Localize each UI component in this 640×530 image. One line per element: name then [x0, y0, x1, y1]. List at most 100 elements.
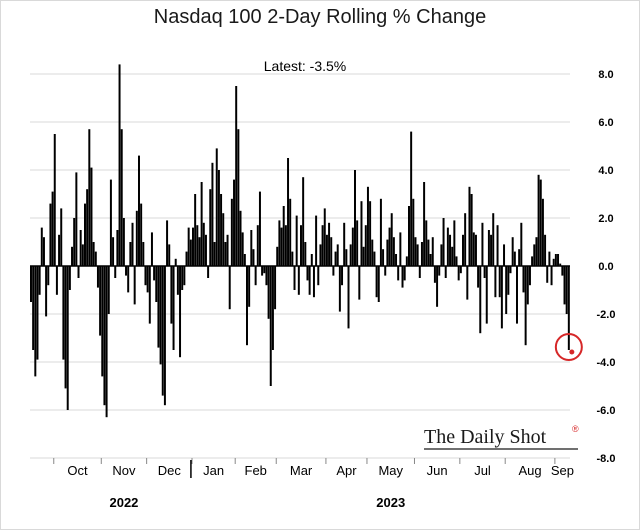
- bar: [75, 172, 78, 266]
- bar: [66, 266, 69, 410]
- bar: [427, 239, 430, 266]
- brand-registered-mark: ®: [572, 424, 579, 434]
- bar: [90, 167, 93, 266]
- bar: [503, 244, 506, 266]
- brand-text: The Daily Shot: [424, 426, 547, 448]
- bar: [77, 266, 80, 278]
- bar: [297, 266, 300, 295]
- bar: [328, 222, 331, 266]
- bar: [444, 266, 447, 278]
- bar: [369, 201, 372, 266]
- bar: [312, 266, 315, 298]
- bar: [496, 225, 499, 266]
- bar: [310, 254, 313, 266]
- bar: [449, 234, 452, 266]
- bar: [548, 251, 551, 266]
- bar: [351, 227, 354, 266]
- x-tick-label: Oct: [67, 463, 88, 478]
- x-tick-label: Feb: [245, 463, 267, 478]
- bar: [189, 239, 192, 266]
- bar: [86, 189, 89, 266]
- bar: [451, 246, 454, 266]
- bar: [62, 266, 65, 360]
- bar: [248, 266, 251, 307]
- bar: [192, 227, 194, 266]
- bar: [336, 244, 339, 266]
- bar: [267, 266, 270, 319]
- bar: [217, 170, 220, 266]
- y-tick-label: 0.0: [598, 261, 613, 273]
- bar: [414, 237, 417, 266]
- bar: [246, 266, 248, 346]
- bar: [265, 266, 268, 286]
- bar: [71, 246, 74, 266]
- bar: [425, 220, 428, 266]
- bar: [334, 251, 337, 266]
- bar: [325, 234, 328, 266]
- bar: [278, 220, 281, 266]
- bar: [457, 266, 460, 281]
- bar: [163, 266, 166, 406]
- bar: [64, 266, 67, 389]
- bar: [371, 239, 374, 266]
- bar: [135, 210, 138, 266]
- bar: [99, 266, 102, 336]
- bar: [401, 266, 404, 288]
- bar: [533, 244, 536, 266]
- bar: [179, 266, 182, 358]
- bar: [166, 220, 169, 266]
- bar: [479, 266, 482, 334]
- bar: [36, 266, 39, 360]
- bar: [287, 158, 290, 266]
- bar: [94, 251, 97, 266]
- latest-highlight-dot: [569, 349, 575, 355]
- bar: [32, 266, 35, 350]
- bar: [373, 251, 376, 266]
- bar: [120, 129, 123, 266]
- bar: [481, 222, 484, 266]
- year-label: 2023: [376, 495, 405, 510]
- bar: [222, 213, 225, 266]
- bar: [379, 198, 382, 266]
- bar: [155, 266, 158, 302]
- bar: [81, 244, 84, 266]
- x-tick-label: Apr: [336, 463, 357, 478]
- bar: [79, 230, 82, 266]
- bar: [410, 131, 413, 266]
- bar: [129, 242, 132, 266]
- bar: [289, 198, 292, 266]
- bar: [382, 249, 385, 266]
- bar: [140, 203, 143, 266]
- y-tick-label: 2.0: [598, 213, 613, 225]
- x-tick-label: Dec: [158, 463, 182, 478]
- bar: [254, 266, 257, 286]
- bar: [446, 227, 449, 266]
- bar: [168, 244, 171, 266]
- bar: [546, 266, 549, 283]
- bar: [567, 266, 570, 350]
- bar: [483, 266, 486, 278]
- y-tick-label: 4.0: [598, 165, 613, 177]
- bar: [150, 232, 153, 266]
- bar: [552, 258, 555, 266]
- bar: [68, 266, 71, 290]
- bar: [172, 266, 175, 350]
- bar: [531, 256, 534, 266]
- bar: [477, 266, 480, 288]
- y-tick-label: -8.0: [597, 453, 616, 465]
- bar: [181, 266, 184, 290]
- bar: [395, 254, 398, 266]
- bar: [455, 256, 458, 266]
- bar: [442, 218, 445, 266]
- bar: [386, 239, 389, 266]
- bar: [466, 266, 469, 300]
- bar: [226, 234, 229, 266]
- bar: [338, 266, 341, 312]
- bar: [360, 201, 363, 266]
- bar: [112, 237, 115, 266]
- bar: [557, 254, 560, 266]
- bar: [388, 227, 391, 266]
- bar: [133, 266, 136, 305]
- bar: [408, 206, 410, 266]
